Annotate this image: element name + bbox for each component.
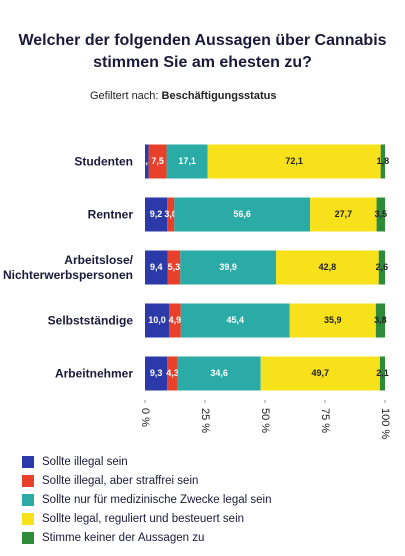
bar-segment (145, 250, 168, 285)
value-label: 3,5 (375, 209, 388, 219)
legend-label: Stimme keiner der Aussagen zu (42, 532, 204, 544)
value-label: 27,7 (335, 209, 353, 219)
bar-segment (167, 250, 181, 285)
value-label: 3,0 (164, 209, 177, 219)
x-tick-label: 75 % (319, 408, 331, 433)
subtitle: Gefiltert nach: Beschäftigungsstatus (90, 90, 276, 102)
x-tick-label: 0 % (139, 408, 151, 427)
bar-segment (169, 303, 181, 338)
value-label: 2,6 (376, 262, 389, 272)
value-label: 2,1 (376, 368, 389, 378)
value-label: 5,3 (168, 262, 181, 272)
bar-segment (174, 197, 311, 232)
value-label: 9,2 (150, 209, 163, 219)
value-label: 72,1 (285, 156, 303, 166)
bar-segment (167, 197, 175, 232)
legend-swatch (22, 532, 34, 544)
value-label: 17,1 (178, 156, 196, 166)
category-label: Arbeitslose/ Nichterwerbspersonen (2, 252, 133, 282)
x-tick-label: 25 % (199, 408, 211, 433)
category-label: Arbeitnehmer (54, 366, 133, 380)
legend-swatch (22, 456, 34, 468)
value-label: 7,5 (151, 156, 164, 166)
bar-segment (289, 303, 376, 338)
category-label: Rentner (87, 207, 133, 221)
bar-segment (375, 303, 385, 338)
bar-segment (166, 144, 208, 179)
filter-label: Gefiltert nach: (90, 90, 159, 102)
value-label: 35,9 (324, 315, 342, 325)
bar-segment (276, 250, 379, 285)
value-label: 3,8 (374, 315, 387, 325)
value-label: 56,6 (233, 209, 251, 219)
legend-label: Sollte legal, reguliert und besteuert se… (42, 513, 244, 525)
value-label: 9,3 (150, 368, 163, 378)
bar-segment (177, 356, 261, 391)
value-label: 34,6 (210, 368, 228, 378)
bar-segment (310, 197, 377, 232)
bar-segment (378, 250, 385, 285)
bar-segment (260, 356, 380, 391)
bar-segment (145, 144, 149, 179)
legend-swatch (22, 513, 34, 525)
bar-segment (167, 356, 178, 391)
bar-segment (145, 197, 168, 232)
x-tick-label: 100 % (379, 408, 391, 439)
value-label: 1,5 (141, 156, 154, 166)
bar-segment (145, 303, 169, 338)
value-label: 9,4 (150, 262, 163, 272)
value-label: 10,0 (148, 315, 166, 325)
bar-segment (145, 356, 168, 391)
category-label: Studenten (74, 154, 133, 168)
legend-swatch (22, 475, 34, 487)
value-label: 1,8 (377, 156, 390, 166)
bar-segment (379, 356, 385, 391)
value-label: 39,9 (219, 262, 237, 272)
legend-label: Sollte illegal sein (42, 456, 128, 468)
bar-segment (148, 144, 167, 179)
x-tick-label: 50 % (259, 408, 271, 433)
value-label: 45,4 (226, 315, 244, 325)
chart-title: Welcher der folgenden Aussagen über Cann… (18, 32, 387, 71)
value-label: 4,9 (169, 315, 182, 325)
filter-value: Beschäftigungsstatus (161, 90, 277, 102)
value-label: 49,7 (312, 368, 330, 378)
bar-segment (380, 144, 385, 179)
bar-segment (207, 144, 381, 179)
bar-segment (180, 303, 290, 338)
value-label: 4,3 (166, 368, 179, 378)
bar-segment (180, 250, 277, 285)
legend-swatch (22, 494, 34, 506)
legend-label: Sollte nur für medizinische Zwecke legal… (42, 494, 271, 506)
category-label: Selbstständige (47, 313, 133, 327)
legend-label: Sollte illegal, aber straffrei sein (42, 475, 198, 487)
value-label: 42,8 (319, 262, 337, 272)
bar-segment (376, 197, 385, 232)
